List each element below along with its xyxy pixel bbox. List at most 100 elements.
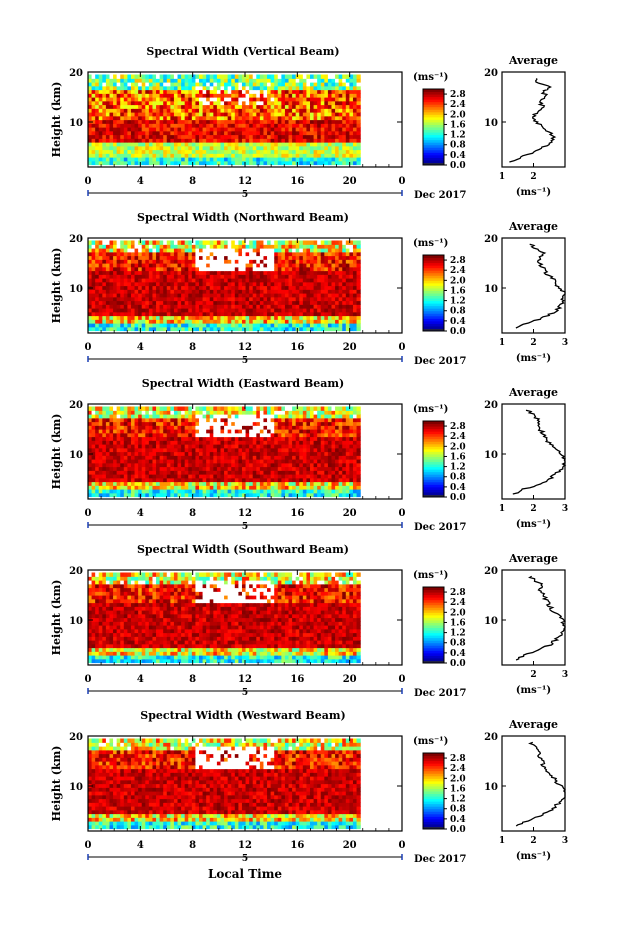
heatmap-cell	[245, 281, 250, 287]
heatmap-cell	[138, 311, 143, 317]
heatmap-cell	[91, 160, 96, 166]
heatmap-cell	[241, 119, 247, 124]
heatmap-cell	[220, 466, 225, 471]
heatmap-cell	[327, 315, 333, 320]
heatmap-cell	[138, 244, 143, 249]
heatmap-cell	[213, 93, 218, 98]
heatmap-cell	[220, 462, 225, 468]
heatmap-cell	[324, 481, 329, 486]
heatmap-cell	[116, 240, 121, 245]
colorbar-tick-label: 0.8	[450, 141, 466, 151]
heatmap-cell	[113, 82, 118, 87]
heatmap-cell	[216, 104, 222, 109]
heatmap-cell	[120, 447, 125, 453]
heatmap-cell	[274, 108, 279, 113]
x-tick-label: 12	[238, 342, 252, 353]
heatmap-cell	[209, 157, 214, 162]
heatmap-cell	[245, 289, 250, 294]
heatmap-cell	[284, 470, 290, 475]
heatmap-cell	[191, 142, 197, 147]
heatmap-cell	[98, 300, 103, 305]
heatmap-cell	[141, 311, 146, 317]
heatmap-cell	[274, 127, 279, 132]
heatmap-cell	[324, 489, 329, 494]
heatmap-cell	[252, 326, 257, 332]
heatmap-cell	[113, 459, 118, 464]
heatmap-cell	[98, 278, 103, 283]
heatmap-cell	[313, 119, 318, 124]
heatmap-cell	[95, 259, 100, 264]
heatmap-cell	[288, 304, 293, 309]
heatmap-cell	[331, 112, 336, 117]
heatmap-cell	[274, 485, 279, 490]
heatmap-cell	[324, 263, 329, 268]
heatmap-cell	[310, 97, 315, 102]
heatmap-cell	[313, 89, 318, 94]
heatmap-cell	[159, 444, 164, 449]
heatmap-cell	[216, 293, 222, 298]
heatmap-cell	[199, 145, 204, 151]
heatmap-cell	[345, 149, 350, 154]
heatmap-cell	[313, 78, 318, 83]
heatmap-cell	[245, 477, 250, 483]
heatmap-cell	[288, 447, 293, 453]
heatmap-cell	[195, 255, 200, 260]
heatmap-cell	[241, 311, 247, 317]
heatmap-cell	[263, 293, 268, 298]
heatmap-cell	[195, 89, 200, 94]
colorbar-step	[423, 111, 444, 115]
heatmap-cell	[206, 274, 211, 279]
heatmap-cell	[292, 455, 297, 460]
heatmap-cell	[138, 270, 143, 275]
heatmap-cell	[166, 115, 171, 121]
heatmap-cell	[234, 489, 239, 494]
heatmap-cell	[342, 112, 347, 117]
heatmap-cell	[352, 255, 358, 260]
heatmap-cell	[241, 244, 247, 249]
heatmap-cell	[263, 78, 268, 83]
heatmap-cell	[331, 134, 336, 139]
heatmap-cell	[310, 259, 315, 264]
heatmap-cell	[170, 130, 175, 136]
heatmap-cell	[195, 477, 200, 483]
heatmap-cell	[288, 489, 293, 494]
heatmap-cell	[148, 477, 154, 483]
heatmap-cell	[270, 447, 275, 453]
heatmap-cell	[213, 259, 218, 264]
heatmap-cell	[234, 263, 239, 268]
heatmap-cell	[184, 115, 189, 121]
heatmap-cell	[95, 462, 100, 468]
heatmap-cell	[120, 263, 125, 268]
heatmap-cell	[170, 489, 175, 494]
heatmap-cell	[127, 470, 132, 475]
heatmap-cell	[259, 157, 265, 162]
heatmap-cell	[123, 115, 128, 121]
heatmap-cell	[123, 274, 128, 279]
heatmap-cell	[156, 134, 161, 139]
heatmap-cell	[267, 89, 272, 94]
heatmap-cell	[299, 274, 304, 279]
heatmap-cell	[120, 145, 125, 151]
heatmap-cell	[95, 281, 100, 287]
heatmap-cell	[148, 97, 154, 102]
colorbar-step	[423, 157, 444, 161]
heatmap-cell	[113, 93, 118, 98]
heatmap-cell	[227, 134, 232, 139]
heatmap-cell	[324, 153, 329, 158]
colorbar-tick-label: 0.0	[450, 161, 466, 171]
heatmap-cell	[120, 470, 125, 475]
heatmap-cell	[95, 466, 100, 471]
heatmap-cell	[109, 93, 114, 98]
heatmap-cell	[245, 462, 250, 468]
x-axis-label: Local Time	[208, 867, 282, 881]
heatmap-cell	[238, 108, 243, 113]
heatmap-cell	[202, 263, 207, 268]
heatmap-cell	[270, 104, 275, 109]
heatmap-cell	[327, 100, 333, 106]
heatmap-cell	[288, 74, 293, 79]
heatmap-cell	[345, 138, 350, 143]
heatmap-cell	[127, 119, 132, 124]
heatmap-cell	[116, 263, 121, 268]
heatmap-cell	[184, 447, 189, 453]
heatmap-cell	[302, 315, 308, 320]
